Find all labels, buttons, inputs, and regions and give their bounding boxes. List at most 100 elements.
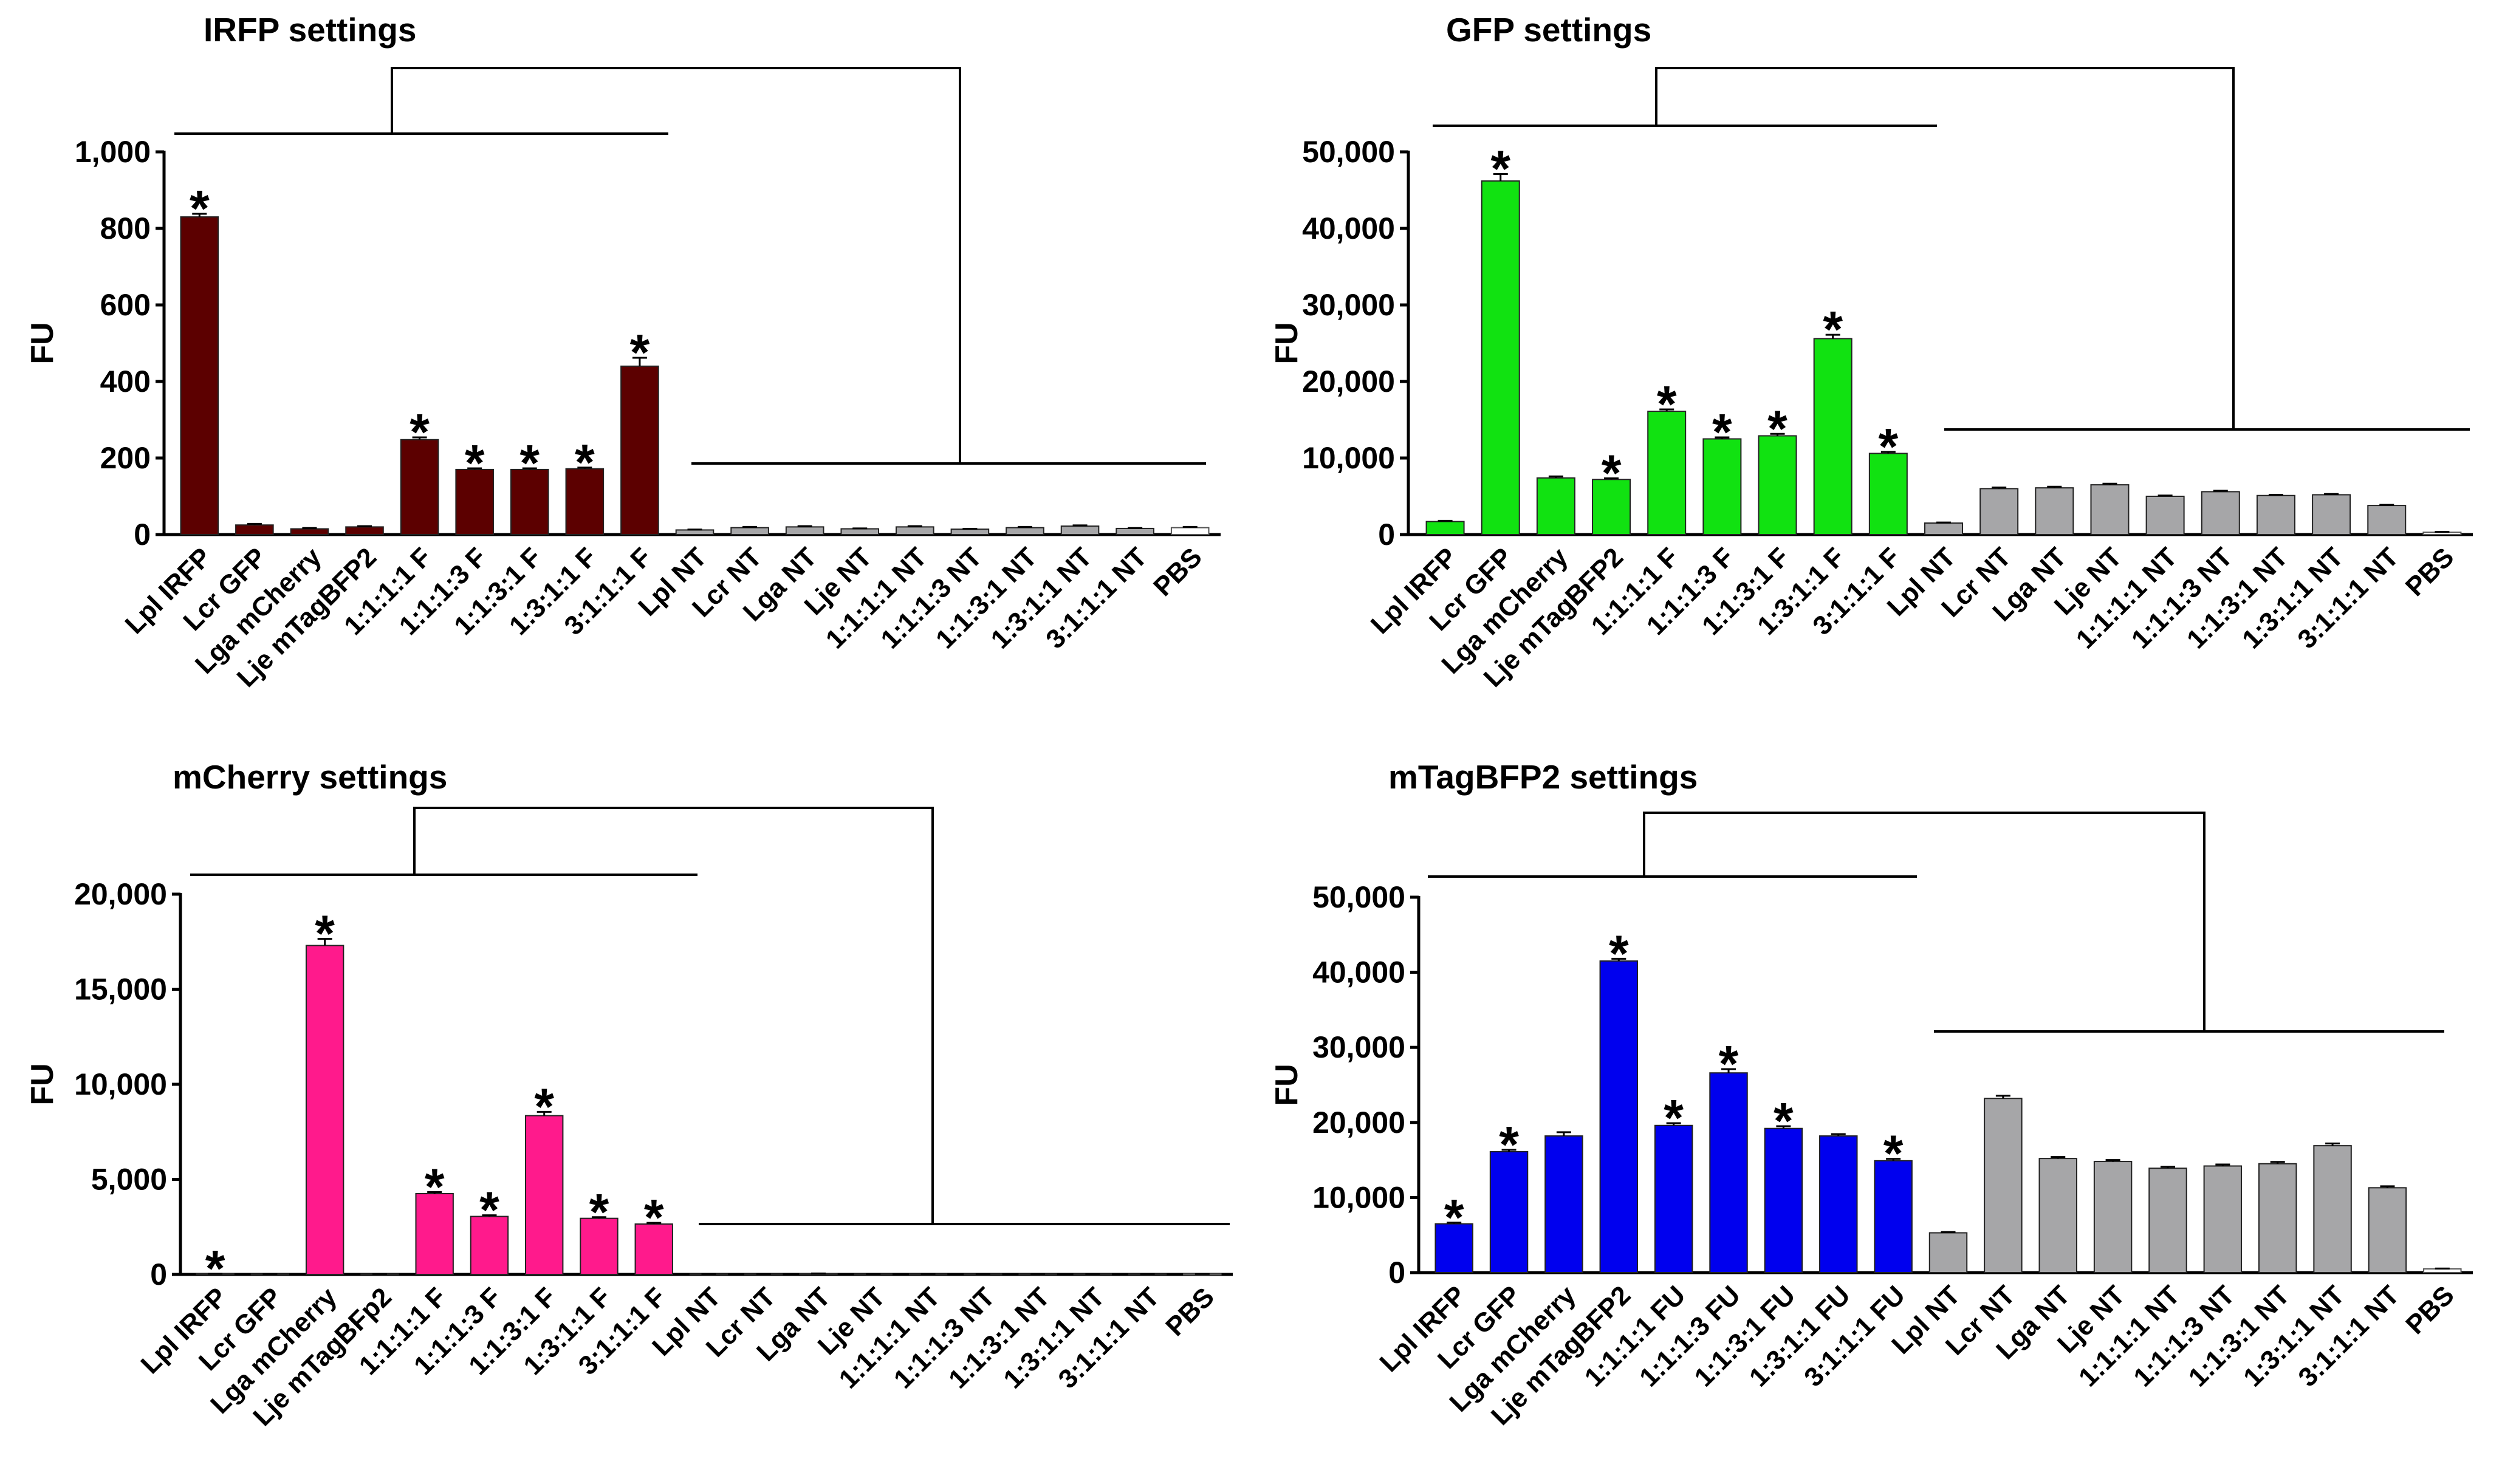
x-tick-label: PBS	[1160, 1282, 1220, 1342]
bar	[1425, 521, 1465, 536]
y-tick-label: 0	[150, 1257, 167, 1291]
significance-marker: *	[1444, 1189, 1464, 1246]
y-tick-label: 200	[100, 441, 151, 475]
y-tick-label: 1,000	[75, 135, 151, 169]
significance-marker: *	[1609, 925, 1629, 982]
bar	[345, 526, 384, 536]
y-tick-label: 40,000	[1302, 211, 1395, 245]
bar	[730, 527, 769, 535]
bar	[290, 528, 329, 535]
bar	[2312, 494, 2351, 535]
bar	[1116, 527, 1154, 535]
significance-marker: *	[190, 180, 210, 237]
bar	[1536, 477, 1575, 536]
y-tick-label: 10,000	[1312, 1180, 1405, 1214]
bar	[1170, 527, 1210, 535]
y-tick-label: 0	[1388, 1256, 1405, 1290]
significance-marker: *	[1602, 444, 1622, 501]
y-tick-label: 20,000	[74, 877, 167, 911]
y-tick-label: 0	[134, 518, 151, 552]
significance-marker: *	[1767, 400, 1787, 457]
bar	[675, 529, 715, 536]
significance-marker: *	[1664, 1089, 1684, 1146]
y-tick-label: 50,000	[1302, 135, 1395, 169]
y-axis-label: FU	[1269, 322, 1304, 364]
bar	[400, 439, 439, 536]
bar	[1984, 1098, 2023, 1274]
y-tick-label: 800	[100, 211, 151, 245]
bar	[2203, 1165, 2243, 1274]
bar	[840, 528, 880, 535]
y-tick-label: 50,000	[1312, 880, 1405, 914]
significance-marker: *	[315, 905, 335, 962]
y-tick-label: 15,000	[74, 973, 167, 1007]
bar	[785, 526, 824, 536]
panel-title: GFP settings	[1446, 11, 1651, 49]
bar	[1874, 1160, 1913, 1274]
bar	[2201, 491, 2240, 535]
y-tick-label: 40,000	[1312, 956, 1405, 990]
panel-mcherry-settings: mCherry settings FU 0 5,000 10,000 15,000 20…	[25, 758, 1233, 1432]
bar	[2038, 1158, 2077, 1274]
panel-mtagbfp2-settings: mTagBFP2 settings FU 0 10,000 20,000 30,000…	[1269, 758, 2473, 1431]
y-tick-label: 600	[100, 288, 151, 322]
bar	[1764, 1127, 1803, 1273]
significance-marker: *	[644, 1189, 664, 1246]
significance-marker: *	[589, 1183, 609, 1240]
panel-title: mTagBFP2 settings	[1388, 758, 1698, 796]
significance-marker: *	[534, 1078, 554, 1135]
bar	[2256, 494, 2295, 535]
bar	[415, 1192, 454, 1275]
y-tick-label: 5,000	[91, 1163, 167, 1197]
y-tick-label: 0	[1378, 518, 1395, 552]
bar	[1928, 1232, 1968, 1273]
panel-title: IRFP settings	[204, 11, 416, 49]
bar	[305, 945, 344, 1275]
y-tick-label: 10,000	[1302, 441, 1395, 475]
panel-gfp-settings: GFP settings FU 0 10,000 20,000 30,000 40,00…	[1269, 11, 2473, 693]
bar	[1702, 438, 1742, 535]
bar	[525, 1115, 564, 1276]
bar	[1813, 338, 1853, 535]
y-tick-label: 30,000	[1312, 1030, 1405, 1064]
bar	[1481, 180, 1520, 535]
significance-marker: *	[479, 1181, 499, 1239]
bar	[1924, 522, 1963, 535]
significance-marker: *	[1878, 418, 1898, 475]
y-axis-label: FU	[25, 1063, 60, 1105]
bar	[2148, 1168, 2187, 1274]
significance-marker: *	[425, 1158, 445, 1215]
bracket-connector	[391, 67, 961, 463]
bar	[950, 528, 990, 535]
bar	[634, 1223, 673, 1276]
bar	[2090, 484, 2130, 535]
bar	[2368, 1187, 2407, 1274]
bar	[620, 365, 659, 535]
y-tick-label: 400	[100, 364, 151, 398]
y-tick-label: 30,000	[1302, 288, 1395, 322]
bar	[2367, 505, 2407, 535]
bar	[1979, 488, 2019, 536]
bar	[896, 526, 934, 536]
bar	[2145, 496, 2185, 535]
bar	[2093, 1161, 2133, 1274]
significance-marker: *	[1774, 1092, 1794, 1149]
bar	[1819, 1135, 1858, 1273]
bar	[2423, 1268, 2462, 1274]
bar	[1654, 1124, 1693, 1274]
bar	[1434, 1223, 1473, 1274]
significance-marker: *	[1883, 1125, 1904, 1182]
x-tick-label: PBS	[2400, 1280, 2460, 1340]
significance-marker: *	[465, 434, 485, 491]
y-axis-label: FU	[25, 322, 60, 364]
significance-marker: *	[1712, 403, 1732, 460]
significance-marker: *	[410, 403, 430, 460]
y-tick-label: 20,000	[1312, 1106, 1405, 1140]
bar	[1006, 527, 1044, 535]
y-tick-label: 10,000	[74, 1067, 167, 1101]
y-tick-label: 20,000	[1302, 364, 1395, 398]
significance-marker: *	[630, 324, 650, 381]
bar	[1544, 1135, 1583, 1273]
bar	[1489, 1151, 1529, 1274]
